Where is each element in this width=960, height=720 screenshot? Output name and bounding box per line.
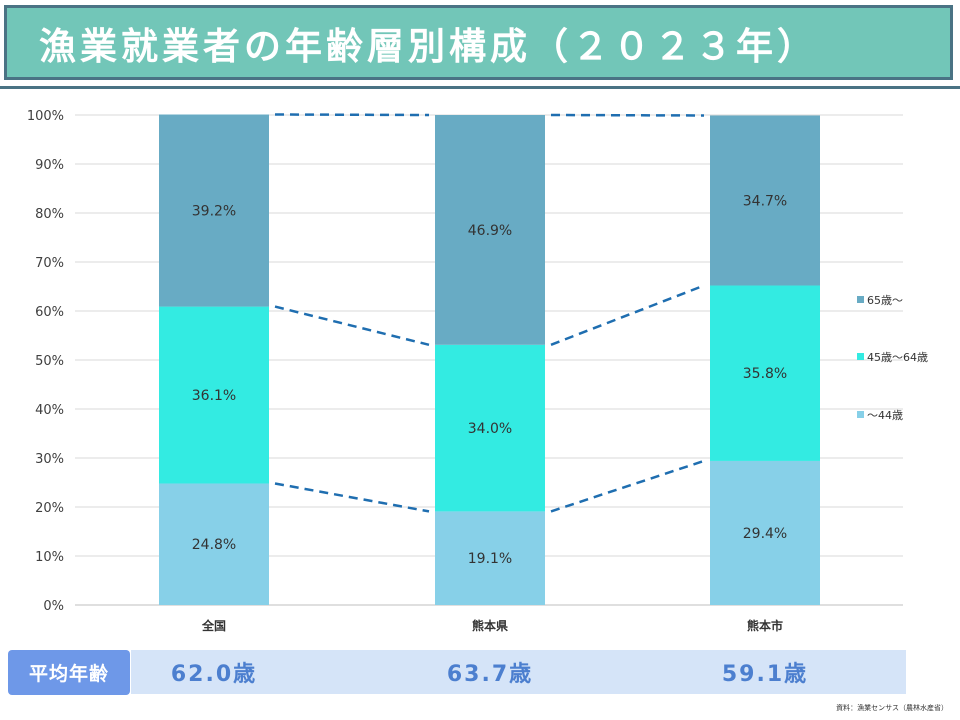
bar-segment [159, 114, 269, 307]
legend-swatch [857, 353, 864, 360]
data-label: 36.1% [192, 388, 236, 404]
data-label: 35.8% [743, 366, 787, 382]
series-connector-line [274, 305, 430, 347]
bar-segment [710, 115, 820, 286]
y-tick-label: 30% [35, 452, 64, 467]
y-tick-label: 70% [35, 256, 64, 271]
legend-swatch [857, 411, 864, 418]
series-connector-line [550, 459, 705, 513]
data-label: 34.7% [743, 194, 787, 210]
y-tick-label: 20% [35, 501, 64, 516]
data-label: 34.0% [468, 421, 512, 437]
bar-segment [710, 285, 820, 461]
data-label: 24.8% [192, 537, 236, 553]
data-label: 29.4% [743, 526, 787, 542]
legend-label: 65歳～ [867, 294, 903, 307]
legend-swatch [857, 296, 864, 303]
y-tick-label: 40% [35, 403, 64, 418]
y-tick-label: 60% [35, 305, 64, 320]
y-tick-label: 100% [27, 109, 64, 124]
bar-segment [159, 306, 269, 484]
bar-segment [159, 483, 269, 605]
bar-segment [435, 115, 545, 345]
average-age-row [131, 650, 906, 694]
y-tick-label: 0% [43, 599, 64, 614]
average-age-value-kumamoto-city: 59.1歳 [721, 662, 809, 687]
data-label: 19.1% [468, 551, 512, 567]
legend-label: 45歳～64歳 [867, 351, 928, 364]
data-label: 39.2% [192, 204, 236, 220]
average-age-value-kumamoto-pref: 63.7歳 [446, 662, 534, 687]
stacked-bar-chart: 0% 10% 20% 30% 40% 50% 60% 70% 80% 90% 100% 24.8% 36… [27, 109, 928, 633]
page-title: 漁業就業者の年齢層別構成（２０２３年） [39, 24, 818, 68]
title-bar: 漁業就業者の年齢層別構成（２０２３年） [4, 5, 953, 80]
bar-segment [710, 460, 820, 605]
data-label: 46.9% [468, 223, 512, 239]
x-tick-label: 熊本市 [747, 618, 783, 633]
y-tick-label: 50% [35, 354, 64, 369]
x-tick-label: 全国 [201, 618, 226, 633]
series-connector-line [274, 482, 430, 513]
average-age-label: 平均年齢 [8, 650, 130, 695]
source-note: 資料：漁業センサス（農林水産省） [836, 704, 948, 712]
bar-segment [435, 511, 545, 605]
legend-label: ～44歳 [867, 409, 903, 422]
separator-line [0, 86, 960, 89]
y-tick-label: 90% [35, 158, 64, 173]
y-tick-label: 10% [35, 550, 64, 565]
average-age-value-national: 62.0歳 [170, 662, 258, 687]
y-tick-label: 80% [35, 207, 64, 222]
series-connector-line [550, 284, 705, 346]
x-tick-label: 熊本県 [472, 618, 508, 633]
bar-segment [435, 344, 545, 512]
